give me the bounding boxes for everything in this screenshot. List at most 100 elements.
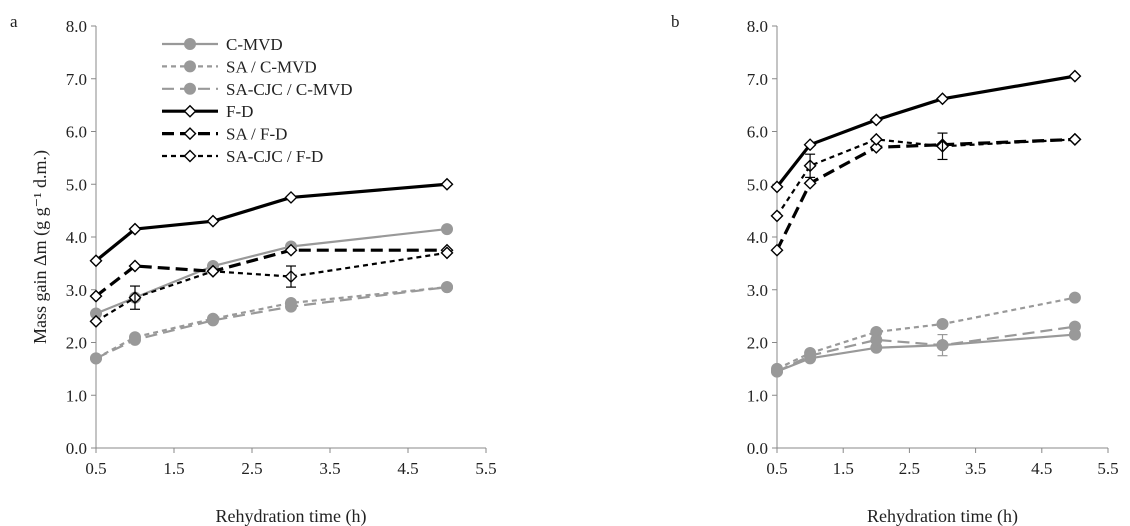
data-point xyxy=(128,259,142,273)
data-point xyxy=(206,214,220,228)
data-point xyxy=(441,281,453,294)
legend-marker xyxy=(183,127,197,141)
data-point xyxy=(440,246,454,260)
data-point xyxy=(804,349,817,362)
data-point xyxy=(770,180,784,194)
error-bar xyxy=(805,153,816,178)
x-tick-label: 2.5 xyxy=(241,459,262,478)
y-tick-label: 4.0 xyxy=(747,228,768,247)
x-tick-label: 0.5 xyxy=(766,459,787,478)
y-tick-label: 8.0 xyxy=(747,17,768,36)
x-axis-title: Rehydration time (h) xyxy=(216,506,367,526)
x-tick-label: 5.5 xyxy=(475,459,496,478)
y-tick-label: 5.0 xyxy=(747,175,768,194)
y-tick-label: 0.0 xyxy=(66,439,87,458)
data-point xyxy=(1068,320,1081,333)
x-tick-label: 3.5 xyxy=(965,459,986,478)
data-point xyxy=(869,140,883,154)
legend-label: C-MVD xyxy=(226,35,283,54)
series-line xyxy=(776,333,1075,373)
error-bar xyxy=(937,132,948,161)
data-point xyxy=(803,138,817,152)
y-tick-label: 2.0 xyxy=(747,334,768,353)
legend-marker xyxy=(184,38,196,50)
series-sa-cjc-c-mvd xyxy=(771,320,1081,378)
x-tick-label: 1.5 xyxy=(163,459,184,478)
data-point xyxy=(1068,291,1081,304)
series-c-mvd xyxy=(90,223,453,320)
data-point xyxy=(128,222,142,236)
data-point xyxy=(90,352,102,365)
y-tick-label: 5.0 xyxy=(66,175,87,194)
series-line xyxy=(95,248,447,298)
series-sa-cjc-f-d xyxy=(770,132,1082,223)
x-axis-title: Rehydration time (h) xyxy=(867,506,1018,526)
legend-item: SA / F-D xyxy=(162,125,287,144)
data-point xyxy=(770,209,784,223)
data-point xyxy=(284,243,298,257)
legend-marker xyxy=(183,149,197,163)
y-tick-label: 7.0 xyxy=(747,70,768,89)
y-tick-label: 2.0 xyxy=(66,334,87,353)
legend-label: SA-CJC / C-MVD xyxy=(226,80,353,99)
data-point xyxy=(869,113,883,127)
legend-item: SA-CJC / C-MVD xyxy=(162,80,353,99)
series-line xyxy=(95,227,448,315)
y-tick-label: 0.0 xyxy=(747,439,768,458)
y-axis-title: Mass gain Δm (g g⁻¹ d.m.) xyxy=(30,150,51,344)
data-point xyxy=(1068,69,1082,83)
series-f-d xyxy=(770,69,1082,194)
x-tick-label: 3.5 xyxy=(319,459,340,478)
data-point xyxy=(206,264,220,278)
data-point xyxy=(870,333,883,346)
x-tick-label: 2.5 xyxy=(899,459,920,478)
y-tick-label: 4.0 xyxy=(66,228,87,247)
data-point xyxy=(89,314,103,328)
series-line xyxy=(95,286,448,360)
chart-panel-a: 0.0 1.0 2.0 3.0 4.0 5.0 6.0 7.0 8.0 0.5 1.5 2.5 3.5 4… xyxy=(30,17,497,526)
series-line xyxy=(95,286,448,360)
y-tick-label: 3.0 xyxy=(66,281,87,300)
legend-marker xyxy=(184,82,196,95)
series-line xyxy=(776,296,1076,370)
data-point xyxy=(1068,132,1082,146)
chart-panel-b: 0.0 1.0 2.0 3.0 4.0 5.0 6.0 7.0 8.0 0.5 1.5 2.5 3.5 4… xyxy=(747,17,1119,526)
series-line xyxy=(775,74,1076,188)
x-tick-label: 0.5 xyxy=(85,459,106,478)
error-bar xyxy=(130,285,140,310)
legend-label: SA / C-MVD xyxy=(226,57,317,76)
data-point xyxy=(89,289,103,303)
series-sa-cjc-f-d xyxy=(89,246,454,328)
legend-label: SA-CJC / F-D xyxy=(226,147,323,166)
data-point xyxy=(869,132,883,146)
data-point xyxy=(207,314,219,327)
y-tick-label: 1.0 xyxy=(747,386,768,405)
legend-item: SA / C-MVD xyxy=(162,57,317,76)
legend: C-MVD SA / C-MVD SA-CJC / C-MVD F-D SA / F-D… xyxy=(162,35,353,166)
data-point xyxy=(770,243,784,257)
data-point xyxy=(441,223,453,236)
series-line xyxy=(776,325,1076,373)
data-point xyxy=(129,333,141,346)
data-point xyxy=(285,300,297,313)
data-point xyxy=(284,190,298,204)
y-tick-label: 7.0 xyxy=(66,70,87,89)
legend-marker xyxy=(183,104,197,118)
error-bar xyxy=(286,265,296,288)
y-tick-label: 3.0 xyxy=(747,281,768,300)
y-tick-label: 6.0 xyxy=(747,123,768,142)
y-tick-label: 6.0 xyxy=(66,123,87,142)
x-tick-label: 4.5 xyxy=(1031,459,1052,478)
legend-label: SA / F-D xyxy=(226,125,287,144)
panel-letter-b: b xyxy=(671,12,680,31)
data-point xyxy=(440,177,454,191)
legend-label: F-D xyxy=(226,102,253,121)
y-tick-label: 1.0 xyxy=(66,386,87,405)
error-bar xyxy=(937,333,948,357)
x-tick-label: 5.5 xyxy=(1097,459,1118,478)
data-point xyxy=(936,318,949,331)
series-line xyxy=(776,138,1075,217)
panel-letter-a: a xyxy=(10,12,18,31)
y-tick-label: 8.0 xyxy=(66,17,87,36)
